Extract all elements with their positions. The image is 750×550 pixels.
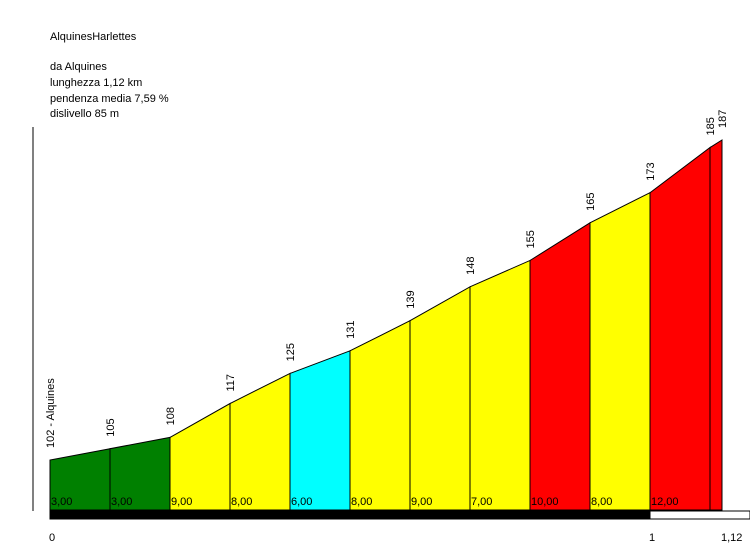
gradient-label: 10,00	[531, 496, 559, 508]
elevation-gain: dislivello 85 m	[50, 108, 120, 120]
gradient-label: 7,00	[471, 496, 492, 508]
elevation-label: 125	[285, 343, 297, 361]
elevation-label: 185	[705, 117, 717, 135]
profile-segment	[289, 350, 351, 511]
profile-title: AlquinesHarlettes	[50, 31, 137, 43]
profile-segment	[229, 372, 291, 511]
profile-segment	[409, 285, 471, 511]
elevation-label: 173	[645, 162, 657, 180]
x-tick-label: 0	[49, 532, 55, 544]
gradient-label: 3,00	[51, 496, 72, 508]
gradient-label: 6,00	[291, 496, 312, 508]
elevation-label: 139	[405, 290, 417, 308]
average-gradient: pendenza media 7,59 %	[50, 93, 169, 105]
x-tick-label: 1	[649, 532, 655, 544]
elevation-label: 165	[585, 192, 597, 210]
gradient-label: 3,00	[111, 496, 132, 508]
elevation-label: 108	[165, 407, 177, 425]
elevation-label: 155	[525, 230, 537, 248]
elevation-label: 102 - Alquines	[45, 378, 57, 448]
elevation-label: 105	[105, 418, 117, 436]
gradient-label: 8,00	[351, 496, 372, 508]
profile-segment	[649, 146, 711, 511]
elevation-label: 187	[717, 110, 729, 128]
gradient-label: 12,00	[651, 496, 679, 508]
x-tick-label: 1,12	[721, 532, 742, 544]
gradient-label: 9,00	[171, 496, 192, 508]
profile-segment	[709, 139, 723, 511]
gradient-label: 9,00	[411, 496, 432, 508]
elevation-label: 148	[465, 256, 477, 274]
gradient-label: 8,00	[231, 496, 252, 508]
start-location: da Alquines	[50, 61, 107, 73]
elevation-label: 117	[225, 374, 237, 392]
profile-segment	[349, 319, 411, 511]
climb-length: lunghezza 1,12 km	[50, 77, 143, 89]
km-bar	[49, 510, 750, 520]
gradient-label: 8,00	[591, 496, 612, 508]
profile-areas	[49, 139, 723, 511]
profile-segment	[469, 259, 531, 511]
km-bar-segment	[49, 510, 651, 520]
profile-segment	[529, 221, 591, 511]
elevation-label: 131	[345, 320, 357, 338]
profile-segment	[589, 191, 651, 511]
x-tick-labels: 0 1 1,12	[49, 532, 742, 544]
gradient-labels: 3,00 3,00 9,00 8,00 6,00 8,00 9,00 7,00 10,00 8,0…	[51, 496, 679, 508]
elevation-labels: 102 - Alquines 105 108 117 125 131 139 148 155 16…	[45, 110, 729, 448]
km-bar-segment	[649, 510, 750, 520]
profile-segment	[169, 402, 231, 511]
